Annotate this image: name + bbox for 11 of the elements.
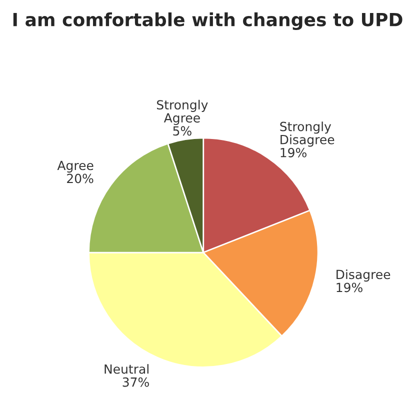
data-label: 19% <box>336 282 362 292</box>
data-label: 20% <box>67 174 94 184</box>
slice-label: Disagree <box>336 269 390 282</box>
slice-label: Strongly Disagree <box>280 122 334 147</box>
chart-title: I am comfortable with changes to UPD <box>13 12 402 30</box>
slice-label: Neutral <box>104 364 148 374</box>
slice-label: Strongly Agree <box>156 100 208 126</box>
slice-label: Agree <box>57 160 94 173</box>
data-label: 19% <box>280 148 306 158</box>
data-label: 5% <box>173 126 192 136</box>
data-label: 37% <box>122 377 149 387</box>
